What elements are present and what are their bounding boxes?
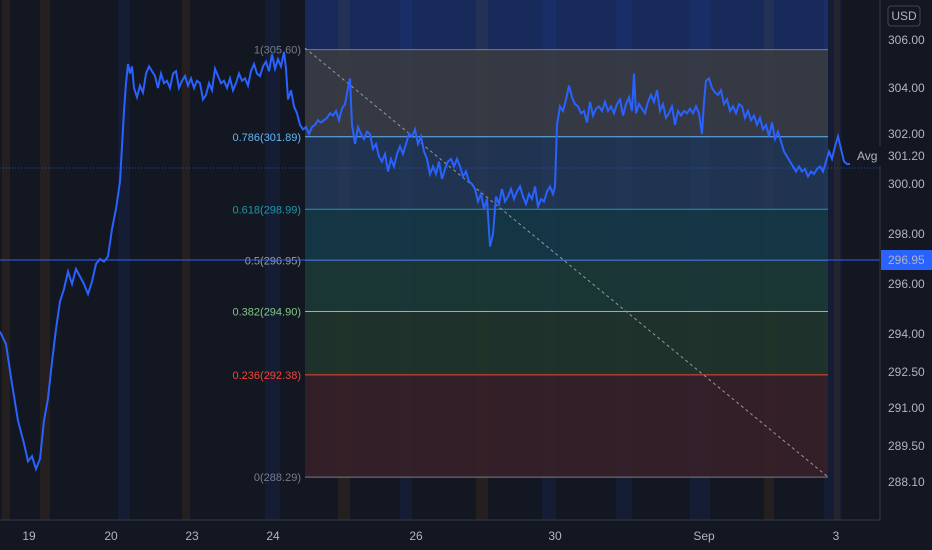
fib-retracement-zones bbox=[305, 0, 828, 478]
price-tick-label: 289.50 bbox=[888, 439, 925, 453]
fib-trend-line bbox=[304, 47, 829, 478]
currency-label-text: USD bbox=[891, 9, 917, 23]
fib-level-label-0.236: 0.236(292.38) bbox=[233, 370, 302, 382]
fib-zone-0.382 bbox=[305, 311, 828, 375]
time-tick-label: 30 bbox=[548, 529, 562, 543]
time-axis-ticks: 19 20 23 24 26 30 Sep 3 bbox=[22, 529, 839, 543]
fib-zone-0.236 bbox=[305, 374, 828, 478]
avg-value: 301.20 bbox=[888, 149, 925, 163]
price-tick-label: 291.00 bbox=[888, 401, 925, 415]
price-tick-label: 302.00 bbox=[888, 127, 925, 141]
fib-level-label-0.5: 0.5(296.95) bbox=[245, 255, 301, 267]
time-tick-label: Sep bbox=[693, 529, 715, 543]
avg-label: Avg bbox=[857, 149, 877, 163]
price-tick-label: 300.00 bbox=[888, 177, 925, 191]
currency-label[interactable]: USD bbox=[887, 5, 921, 27]
fib-level-label-0.786: 0.786(301.89) bbox=[233, 132, 302, 144]
time-tick-label: 20 bbox=[104, 529, 118, 543]
price-tick-label: 304.00 bbox=[888, 81, 925, 95]
fib-level-label-1: 1(305.60) bbox=[254, 45, 301, 57]
time-tick-label: 19 bbox=[22, 529, 36, 543]
price-tick-label: 288.10 bbox=[888, 475, 925, 489]
fib-zone-0.618 bbox=[305, 209, 828, 261]
time-tick-label: 3 bbox=[833, 529, 840, 543]
price-tick-label: 294.00 bbox=[888, 327, 925, 341]
time-tick-label: 23 bbox=[185, 529, 199, 543]
fib-zone-0.5 bbox=[305, 260, 828, 312]
time-tick-label: 24 bbox=[266, 529, 280, 543]
avg-price-badge: Avg 301.20 bbox=[853, 146, 932, 166]
price-tick-label: 296.00 bbox=[888, 277, 925, 291]
fib-zone-0.786 bbox=[305, 136, 828, 210]
time-tick-label: 26 bbox=[409, 529, 423, 543]
fib-level-label-0: 0(288.29) bbox=[254, 472, 301, 484]
fib-level-label-0.382: 0.382(294.90) bbox=[233, 307, 302, 319]
price-series-line bbox=[0, 51, 850, 473]
fib-retracement-levels: 1(305.60) 0.786(301.89) 0.618(298.99) 0.5(2… bbox=[233, 45, 828, 484]
price-axis-ticks: 306.00 304.00 302.00 300.00 298.00 296.00 294.… bbox=[888, 33, 925, 489]
price-tick-label: 298.00 bbox=[888, 227, 925, 241]
fib-level-label-0.618: 0.618(298.99) bbox=[233, 204, 302, 216]
price-tick-label: 292.50 bbox=[888, 365, 925, 379]
current-price-badge: 296.95 bbox=[881, 250, 932, 270]
fib-zone-extension bbox=[305, 0, 828, 50]
current-price-value: 296.95 bbox=[888, 253, 925, 267]
price-tick-label: 306.00 bbox=[888, 33, 925, 47]
